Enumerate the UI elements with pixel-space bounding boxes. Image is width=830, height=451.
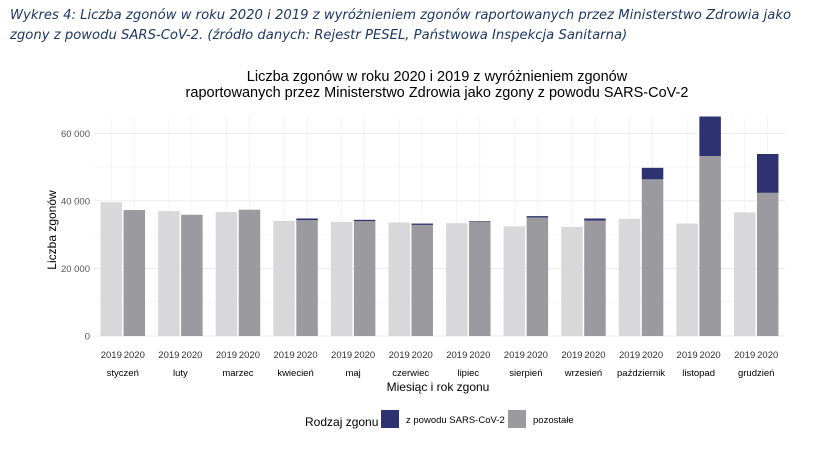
x-tick-year: 2019 — [158, 350, 179, 361]
bar-2020-other — [123, 210, 146, 336]
x-tick-month: luty — [173, 368, 188, 379]
bar-2020-other — [469, 221, 491, 336]
x-tick-month: kwiecień — [277, 368, 313, 379]
bar-2019 — [158, 211, 180, 336]
legend-title: Rodzaj zgonu — [305, 415, 378, 429]
bar-2020-other — [584, 220, 606, 336]
bar-2019 — [215, 212, 238, 336]
bar-2020-other — [353, 221, 376, 336]
bar-2020-other — [526, 217, 549, 336]
bar-2019 — [733, 212, 756, 336]
bar-2020-covid — [756, 153, 779, 193]
x-tick-year: 2020 — [354, 350, 375, 361]
bar-2020-other — [756, 192, 779, 336]
x-tick-month: grudzień — [738, 368, 774, 379]
y-tick-label: 0 — [85, 332, 90, 343]
x-tick-month: czerwiec — [392, 368, 429, 379]
x-axis-label: Miesiąc i rok zgonu — [387, 380, 490, 394]
bar-2020-other — [181, 214, 203, 336]
bar-2020-covid — [469, 221, 491, 222]
x-tick-year: 2019 — [446, 350, 467, 361]
y-tick-label: 20 000 — [61, 264, 90, 275]
y-axis-ticks: 0 20 000 40 000 60 000 — [61, 129, 90, 343]
bar-2020-other — [699, 156, 721, 336]
bar-2019 — [503, 226, 526, 336]
x-tick-year: 2020 — [296, 350, 317, 361]
bar-2019 — [100, 202, 123, 336]
legend-swatch — [381, 410, 399, 428]
legend-label: pozostałe — [533, 415, 574, 426]
bar-2020-other — [411, 224, 433, 336]
legend-swatch — [508, 410, 526, 428]
x-tick-year: 2020 — [527, 350, 548, 361]
x-tick-month: wrzesień — [564, 368, 603, 379]
figure-caption: Wykres 4: Liczba zgonów w roku 2020 i 20… — [10, 8, 792, 43]
bar-2019 — [330, 221, 353, 336]
legend: Rodzaj zgonu z powodu SARS-CoV-2 pozostałe — [305, 410, 574, 429]
x-tick-month: styczeń — [107, 368, 139, 379]
bar-2020-covid — [296, 218, 318, 221]
x-tick-year: 2019 — [389, 350, 410, 361]
y-tick-label: 60 000 — [61, 129, 90, 140]
x-tick-year: 2020 — [584, 350, 605, 361]
bar-2020-other — [238, 209, 261, 336]
x-tick-year: 2020 — [412, 350, 433, 361]
x-tick-year: 2020 — [469, 350, 490, 361]
bar-2020-covid — [526, 216, 549, 218]
x-tick-year: 2020 — [700, 350, 721, 361]
bar-2020-covid — [584, 218, 606, 221]
x-tick-month: lipiec — [457, 368, 479, 379]
chart-title: Liczba zgonów w roku 2020 i 2019 z wyróż… — [186, 69, 689, 101]
bar-2019 — [446, 223, 468, 336]
bar-2019 — [273, 220, 295, 336]
x-tick-year: 2019 — [273, 350, 294, 361]
x-tick-year: 2019 — [734, 350, 755, 361]
x-tick-year: 2020 — [181, 350, 202, 361]
x-tick-year: 2019 — [101, 350, 122, 361]
bar-2019 — [388, 222, 410, 336]
x-tick-year: 2019 — [619, 350, 640, 361]
x-tick-year: 2020 — [239, 350, 260, 361]
x-tick-month: październik — [617, 368, 665, 379]
x-tick-year: 2019 — [677, 350, 698, 361]
y-axis-label: Liczba zgonów — [45, 190, 59, 270]
x-tick-year: 2020 — [757, 350, 778, 361]
x-tick-year: 2020 — [642, 350, 663, 361]
x-tick-month: listopad — [682, 368, 715, 379]
bar-2019 — [618, 218, 641, 336]
chart-title-line: Liczba zgonów w roku 2020 i 2019 z wyróż… — [247, 69, 628, 85]
bar-2020-covid — [353, 219, 376, 222]
legend-label: z powodu SARS-CoV-2 — [406, 415, 505, 426]
chart-title-line: raportowanych przez Ministerstwo Zdrowia… — [186, 85, 689, 101]
x-tick-year: 2019 — [331, 350, 352, 361]
bar-2019 — [561, 226, 583, 336]
bar-2020-covid — [641, 167, 664, 180]
x-tick-year: 2019 — [561, 350, 582, 361]
bar-2019 — [676, 223, 698, 336]
x-tick-month: marzec — [222, 368, 253, 379]
bar-2020-covid — [411, 223, 433, 225]
x-tick-year: 2020 — [124, 350, 145, 361]
x-tick-month: sierpień — [509, 368, 542, 379]
x-tick-year: 2019 — [216, 350, 237, 361]
bar-2020-other — [641, 179, 664, 336]
bar-2020-other — [296, 220, 318, 336]
bar-2020-covid — [699, 116, 721, 157]
y-tick-label: 40 000 — [61, 196, 90, 207]
x-tick-month: maj — [345, 368, 360, 379]
x-tick-year: 2019 — [504, 350, 525, 361]
bars — [100, 116, 779, 336]
